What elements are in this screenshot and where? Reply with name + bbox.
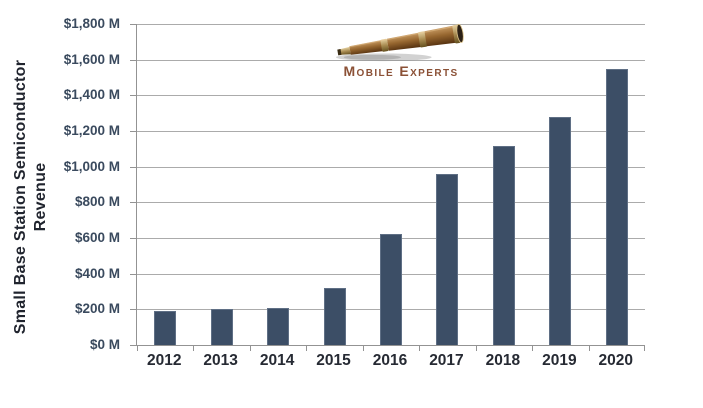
x-tick-mark: [362, 345, 364, 351]
x-axis-label-2019: 2019: [542, 352, 577, 369]
y-axis-tick-label: $1,200 M: [63, 123, 120, 138]
y-axis-tick-labels: $1,800 M $1,600 M $1,400 M $1,200 M $1,000 M…: [0, 16, 128, 352]
telescope-icon: [335, 23, 464, 62]
x-axis-label-2014: 2014: [259, 352, 295, 369]
y-tick-mark: [130, 95, 137, 97]
gridline: [137, 59, 645, 61]
gridline: [137, 202, 645, 204]
x-tick-mark: [419, 345, 421, 351]
bar-2017: [436, 173, 459, 345]
x-axis-label-2017: 2017: [429, 352, 464, 369]
gridline: [137, 95, 645, 97]
x-axis-label-2013: 2013: [203, 352, 238, 369]
logo: Mobile Experts: [330, 20, 472, 79]
y-tick-mark: [130, 131, 137, 132]
x-tick-mark: [644, 345, 645, 351]
y-tick-mark: [130, 24, 137, 25]
y-axis-tick-label: $400 M: [74, 265, 120, 281]
bar-2015: [323, 287, 346, 345]
y-tick-mark: [130, 273, 137, 275]
bar-2016: [380, 234, 402, 345]
y-tick-mark: [130, 309, 137, 311]
y-tick-mark: [130, 345, 137, 346]
x-tick-mark: [306, 345, 308, 351]
y-axis-tick-label: $200 M: [74, 301, 120, 317]
gridline: [137, 24, 645, 25]
x-axis-label-2018: 2018: [485, 352, 521, 369]
y-axis-tick-label: $1,400 M: [63, 87, 120, 103]
y-axis-tick-label: $0 M: [89, 337, 120, 352]
bar-2020: [605, 68, 628, 345]
x-tick-mark: [532, 345, 534, 351]
y-tick-mark: [130, 238, 137, 239]
bar-2013: [210, 309, 233, 345]
y-axis-tick-label: $600 M: [74, 230, 120, 245]
x-axis-tick-labels: 2012 2013 2014 2015 2016 2017 2018 2019 2020: [136, 352, 644, 374]
x-axis-label-2016: 2016: [372, 352, 408, 369]
x-axis-label-2020: 2020: [598, 352, 633, 369]
x-tick-mark: [475, 345, 477, 351]
y-tick-mark: [130, 59, 137, 61]
plot-area: [130, 24, 645, 351]
x-tick-mark: [137, 345, 138, 351]
y-axis-tick-label: $1,800 M: [63, 16, 120, 31]
gridline: [137, 131, 645, 132]
bar-2014: [267, 307, 290, 345]
x-axis-label-2015: 2015: [316, 352, 351, 369]
x-tick-mark: [249, 345, 251, 351]
x-tick-mark: [588, 345, 590, 351]
bar-2018: [492, 146, 515, 345]
gridline: [137, 166, 645, 168]
logo-text: Mobile Experts: [343, 63, 459, 79]
y-axis-tick-label: $800 M: [74, 194, 120, 210]
bar-2012: [154, 311, 177, 345]
y-tick-mark: [130, 202, 137, 204]
x-axis-label-2012: 2012: [146, 352, 182, 369]
y-axis-tick-label: $1,600 M: [63, 51, 120, 67]
bar-2019: [549, 116, 572, 345]
y-axis-tick-label: $1,000 M: [63, 158, 120, 174]
y-tick-mark: [130, 166, 137, 168]
x-tick-mark: [193, 345, 195, 351]
